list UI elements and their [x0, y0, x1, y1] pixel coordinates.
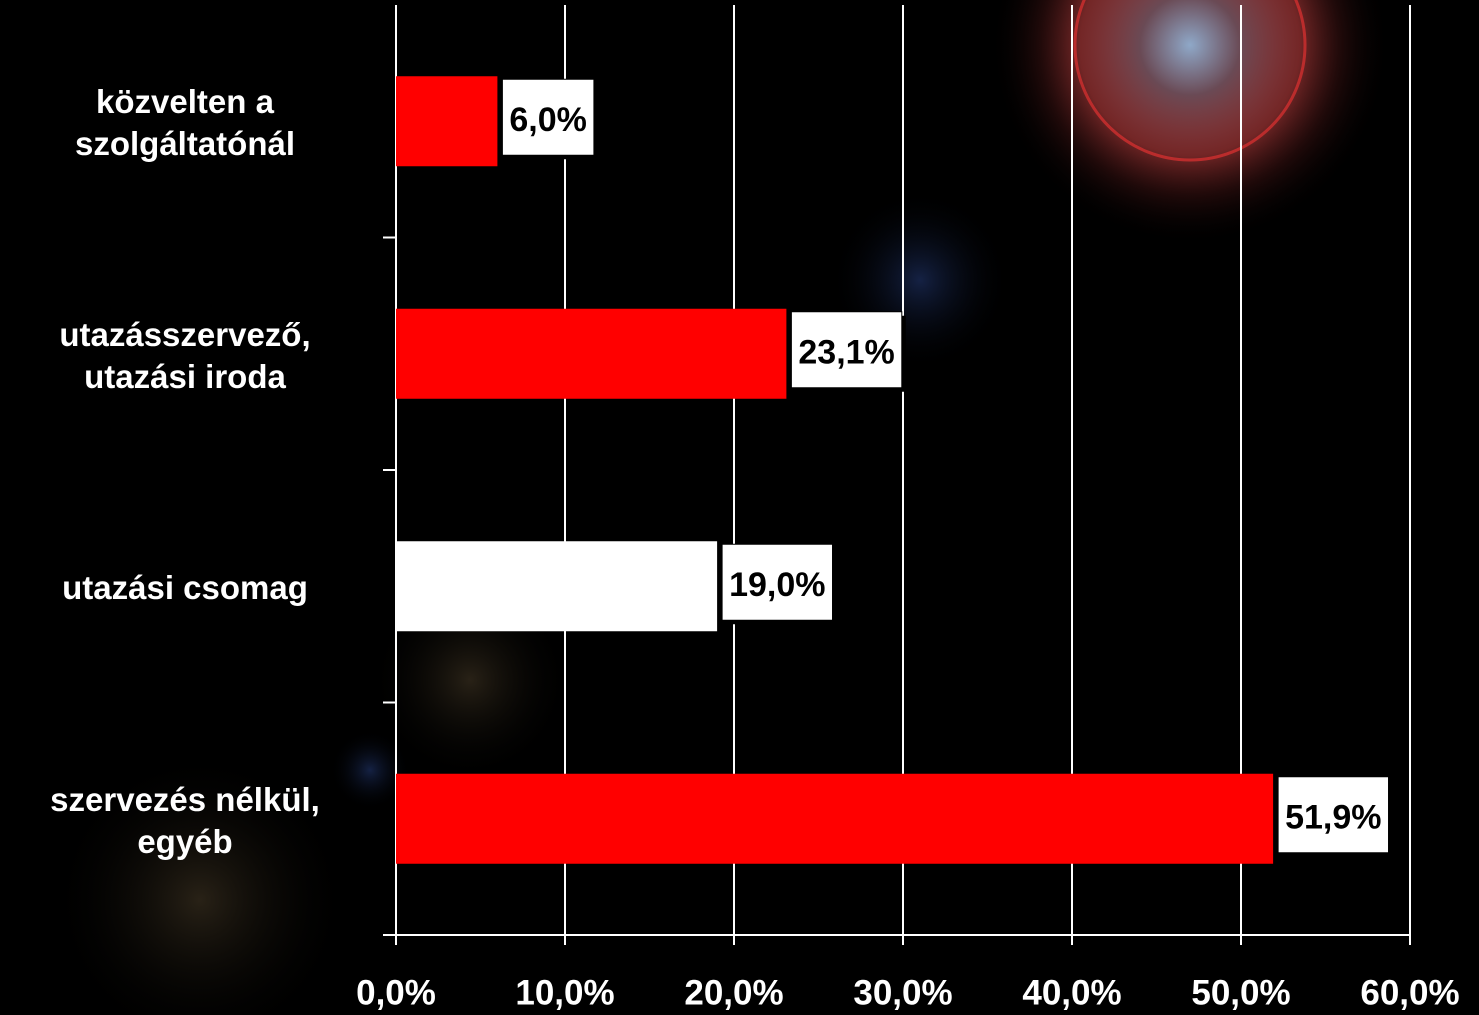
- x-tick-label: 50,0%: [1191, 973, 1290, 1012]
- x-tick-label: 40,0%: [1022, 973, 1121, 1012]
- value-label: 51,9%: [1285, 799, 1381, 837]
- value-label-box: [721, 543, 834, 621]
- value-label: 6,0%: [509, 101, 587, 139]
- value-label: 19,0%: [729, 566, 825, 604]
- x-tick-label: 10,0%: [515, 973, 614, 1012]
- value-label-box: [790, 311, 903, 389]
- bar: [396, 76, 498, 167]
- value-label-box: [501, 78, 595, 156]
- x-tick-label: 20,0%: [684, 973, 783, 1012]
- x-tick-label: 0,0%: [356, 973, 436, 1012]
- value-label-box: [1277, 776, 1390, 854]
- bar: [396, 541, 718, 632]
- y-tick-label: szervezés nélkül, egyéb: [50, 780, 320, 860]
- y-tick-label: utazási csomag: [62, 569, 308, 607]
- y-tick-label: utazásszervező, utazási iroda: [59, 315, 311, 395]
- x-tick-label: 30,0%: [853, 973, 952, 1012]
- value-label: 23,1%: [798, 334, 894, 372]
- decor-ring: [1073, 0, 1307, 162]
- decor-flare: [990, 0, 1390, 245]
- bar: [396, 773, 1274, 864]
- y-tick-label: közvelten a szolgáltatónál: [74, 83, 296, 163]
- bar: [396, 308, 787, 399]
- decor-blob: [50, 750, 350, 1015]
- x-tick-label: 60,0%: [1360, 973, 1459, 1012]
- decor-blob: [330, 730, 410, 810]
